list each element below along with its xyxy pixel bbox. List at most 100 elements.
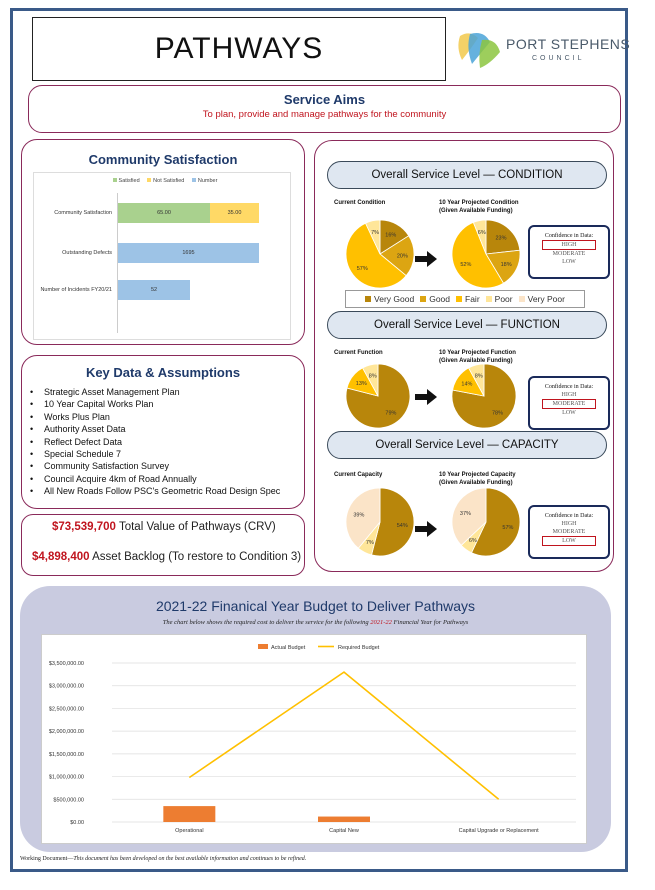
pie-slice bbox=[468, 363, 485, 397]
pie-label: 78% bbox=[492, 410, 503, 416]
pie-capacity-projected: 57% 6% 37% bbox=[451, 487, 521, 557]
pie-slice bbox=[472, 219, 487, 255]
key-data-panel: Key Data & Assumptions Strategic Asset M… bbox=[21, 355, 305, 509]
bar-outstanding-defects: 1695 bbox=[118, 243, 259, 263]
pie-slice bbox=[345, 487, 381, 549]
pie-slice bbox=[470, 487, 521, 557]
list-item: Authority Asset Data bbox=[30, 423, 304, 436]
arrow-icon bbox=[415, 251, 437, 267]
y-tick-label: $1,000,000.00 bbox=[49, 775, 84, 781]
pie-label: 20% bbox=[397, 253, 408, 259]
pie-label: 8% bbox=[369, 374, 377, 380]
x-tick-label: Capital New bbox=[329, 828, 359, 834]
function-confidence: Confidence in Data: HIGH MODERATE LOW bbox=[528, 376, 610, 430]
budget-bar bbox=[318, 816, 370, 822]
legend-swatch bbox=[485, 296, 492, 302]
y-tick-label: $3,000,000.00 bbox=[49, 684, 84, 690]
x-tick-label: Capital Upgrade or Replacement bbox=[459, 828, 540, 834]
pie-slice bbox=[451, 487, 487, 546]
page-title: PATHWAYS bbox=[32, 17, 446, 81]
confidence-level: HIGH bbox=[561, 521, 577, 527]
legend-item: Very Poor bbox=[518, 294, 565, 304]
pie-label: 54% bbox=[397, 523, 408, 529]
crv-total-label: Total Value of Pathways (CRV) bbox=[118, 521, 276, 533]
pie-label: 39% bbox=[353, 512, 364, 518]
crv-total: $73,539,700 Total Value of Pathways (CRV… bbox=[52, 521, 276, 533]
budget-bar bbox=[163, 806, 216, 822]
budget-sub-year: 2021-22 bbox=[370, 619, 392, 626]
pie-label: 7% bbox=[366, 540, 374, 546]
pie-label: 57% bbox=[502, 525, 513, 531]
condition-confidence: Confidence in Data: HIGH MODERATE LOW bbox=[528, 225, 610, 279]
capacity-current-title: Current Capacity bbox=[334, 472, 383, 478]
function-current-title: Current Function bbox=[334, 350, 383, 356]
y-tick-label: $0.00 bbox=[70, 820, 84, 826]
key-data-heading: Key Data & Assumptions bbox=[85, 365, 241, 380]
list-item: Strategic Asset Management Plan bbox=[30, 386, 304, 399]
pie-slice bbox=[379, 235, 415, 277]
list-item: Works Plus Plan bbox=[30, 411, 304, 424]
page-frame bbox=[10, 8, 628, 872]
legend-swatch bbox=[456, 296, 463, 302]
logo-sub: COUNCIL bbox=[532, 55, 585, 62]
list-item: Reflect Defect Data bbox=[30, 436, 304, 449]
confidence-level: HIGH bbox=[561, 392, 577, 398]
confidence-title: Confidence in Data: bbox=[544, 233, 594, 239]
capacity-projected-title: 10 Year Projected Capacity (Given Availa… bbox=[439, 471, 516, 487]
confidence-level: MODERATE bbox=[552, 529, 586, 535]
projected-title-text: 10 Year Projected Capacity bbox=[439, 472, 516, 478]
confidence-title: Confidence in Data: bbox=[544, 513, 594, 519]
logo-name: PORT STEPHENS bbox=[506, 36, 631, 52]
condition-legend: Very Good Good Fair Poor Very Poor bbox=[345, 290, 585, 308]
legend-item: Poor bbox=[485, 294, 513, 304]
pie-label: 79% bbox=[385, 411, 396, 417]
footer-lead: Working Document— bbox=[20, 856, 74, 862]
pie-slice bbox=[345, 222, 407, 289]
list-item: Community Satisfaction Survey bbox=[30, 460, 304, 473]
budget-chart: $0.00 $500,000.00 $1,000,000.00 $1,500,000.… bbox=[49, 644, 576, 834]
list-item: All New Roads Follow PSC's Geometric Roa… bbox=[30, 485, 304, 498]
list-item: 10 Year Capital Works Plan bbox=[30, 398, 304, 411]
capacity-heading: Overall Service Level — CAPACITY bbox=[327, 431, 607, 459]
legend-actual: Actual Budget bbox=[271, 645, 306, 651]
crv-backlog-label: Asset Backlog (To restore to Condition 3… bbox=[92, 551, 302, 563]
budget-subtitle: The chart below shows the required cost … bbox=[20, 619, 611, 626]
arrow-icon bbox=[415, 521, 437, 537]
footer-text: This document has been developed on the … bbox=[73, 856, 307, 862]
satisfaction-chart: Satisfied Not Satisfied Number Community… bbox=[33, 172, 291, 340]
community-satisfaction-heading: Community Satisfaction bbox=[88, 152, 238, 167]
bar-not-satisfied: 35.00 bbox=[210, 203, 259, 223]
y-tick-label: $2,000,000.00 bbox=[49, 729, 84, 735]
pie-label: 13% bbox=[356, 381, 367, 387]
pie-label: 57% bbox=[357, 266, 368, 272]
projected-sub-text: (Given Available Funding) bbox=[439, 208, 513, 214]
service-levels-panel: Overall Service Level — CONDITION Curren… bbox=[314, 140, 614, 572]
legend-satisfied: Satisfied bbox=[118, 178, 140, 184]
bar-satisfied: 65.00 bbox=[118, 203, 210, 223]
community-satisfaction-panel: Community Satisfaction Satisfied Not Sat… bbox=[21, 139, 305, 345]
council-logo: PORT STEPHENS COUNCIL bbox=[456, 30, 630, 70]
legend-swatch-number bbox=[191, 178, 196, 182]
confidence-level: MODERATE bbox=[542, 399, 596, 409]
key-data-list: Strategic Asset Management Plan 10 Year … bbox=[22, 386, 304, 498]
row-label: Outstanding Defects bbox=[62, 250, 112, 256]
y-tick-label: $3,500,000.00 bbox=[49, 661, 84, 667]
capacity-confidence: Confidence in Data: HIGH MODERATE LOW bbox=[528, 505, 610, 559]
pie-label: 23% bbox=[495, 235, 506, 241]
condition-heading: Overall Service Level — CONDITION bbox=[327, 161, 607, 189]
budget-heading: 2021-22 Finanical Year Budget to Deliver… bbox=[155, 598, 476, 614]
budget-sub-pre: The chart below shows the required cost … bbox=[162, 619, 371, 626]
bar-incidents: 52 bbox=[118, 280, 190, 300]
pie-label: 37% bbox=[460, 511, 471, 517]
legend-swatch-not-satisfied bbox=[147, 178, 152, 182]
row-label: Community Satisfaction bbox=[54, 210, 112, 216]
crv-backlog: $4,898,400 Asset Backlog (To restore to … bbox=[32, 551, 301, 563]
pie-label: 8% bbox=[475, 374, 483, 380]
list-item: Council Acquire 4km of Road Annually bbox=[30, 473, 304, 486]
legend-item: Good bbox=[420, 294, 450, 304]
pie-slice bbox=[364, 219, 381, 255]
budget-panel: 2021-22 Finanical Year Budget to Deliver… bbox=[20, 586, 611, 852]
crv-total-amount: $73,539,700 bbox=[52, 521, 116, 533]
pie-slice bbox=[371, 487, 415, 557]
pie-slice bbox=[451, 221, 505, 289]
